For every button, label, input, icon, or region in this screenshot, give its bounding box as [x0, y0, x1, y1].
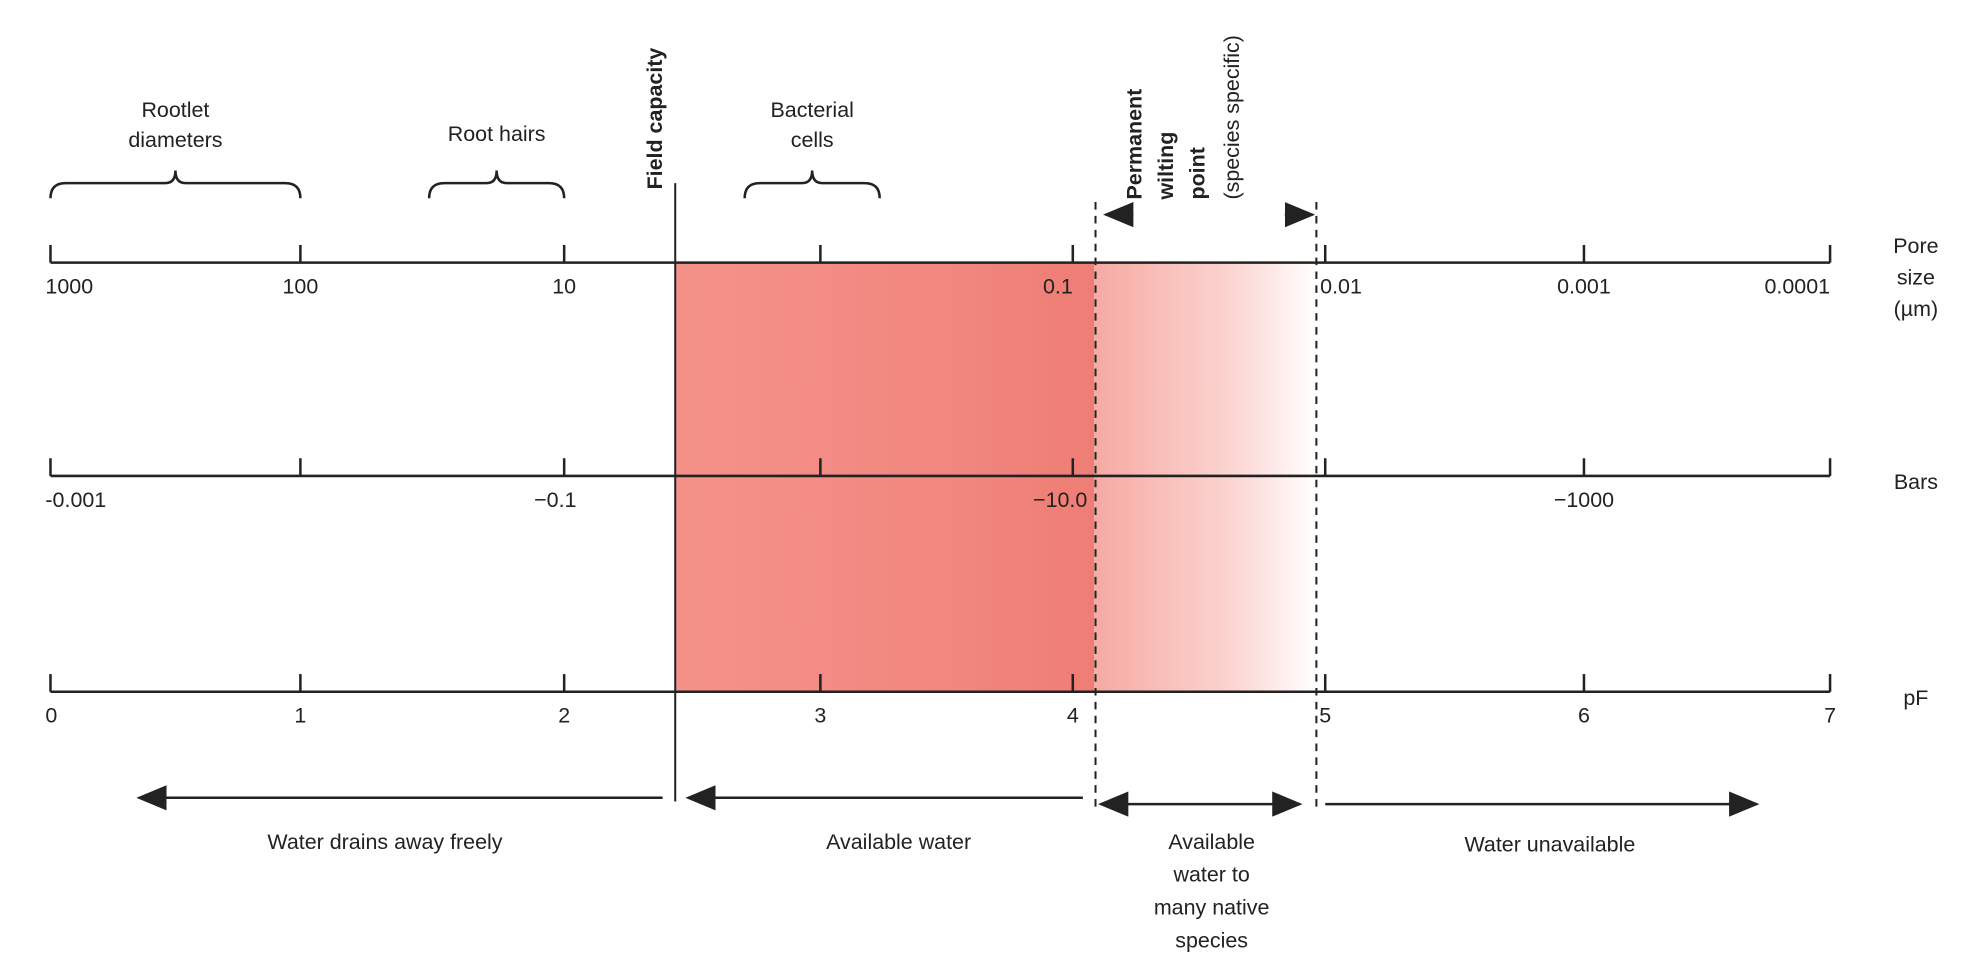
zone-label: Available — [1168, 830, 1255, 854]
tick-label: 0.001 — [1557, 275, 1611, 299]
field-capacity-label: Field capacity — [643, 48, 667, 190]
axis-name: Bars — [1894, 470, 1938, 494]
tick-label: 10 — [552, 275, 576, 299]
tick-label: 0.01 — [1320, 275, 1362, 299]
zone-label: Water unavailable — [1464, 832, 1635, 856]
bracket-label: Root hairs — [448, 122, 546, 146]
tick-label: −1000 — [1554, 488, 1614, 512]
tick-label: −10.0 — [1033, 488, 1087, 512]
zone-label: species — [1175, 928, 1248, 952]
tick-label: 0.1 — [1043, 275, 1073, 299]
bracket-label: Bacterial — [770, 98, 853, 122]
tick-label: 1000 — [45, 275, 93, 299]
wilting-note: (species specific) — [1220, 35, 1244, 199]
bracket — [743, 170, 881, 199]
tick-label: 1 — [294, 704, 306, 728]
tick-label: 3 — [814, 704, 826, 728]
tick-label: -0.001 — [45, 488, 106, 512]
axis-name: pF — [1903, 686, 1928, 710]
tick-label: 0 — [45, 704, 57, 728]
wilting-label: point — [1186, 147, 1210, 199]
tick-label: 4 — [1067, 704, 1079, 728]
tick-label: 2 — [558, 704, 570, 728]
bracket-label: Rootlet — [141, 98, 209, 122]
zone-label: many native — [1154, 896, 1270, 920]
bracket — [427, 170, 566, 199]
axis-name: (µm) — [1894, 297, 1938, 321]
zone-label: Available water — [826, 830, 971, 854]
wilting-label: wilting — [1154, 132, 1178, 201]
tick-label: −0.1 — [534, 488, 576, 512]
bracket — [49, 170, 302, 199]
tick-label: 0.0001 — [1764, 275, 1830, 299]
zone-label: Water drains away freely — [267, 830, 502, 854]
zone-label: water to — [1172, 863, 1249, 887]
tick-label: 7 — [1824, 704, 1836, 728]
tick-label: 5 — [1319, 704, 1331, 728]
tick-label: 6 — [1578, 704, 1590, 728]
axis-name: Pore — [1893, 234, 1938, 258]
tick-label: 100 — [282, 275, 318, 299]
wilting-label: Permanent — [1123, 89, 1147, 200]
bracket-label: cells — [791, 128, 834, 152]
axis-name: size — [1897, 266, 1935, 290]
bracket-label: diameters — [128, 128, 222, 152]
